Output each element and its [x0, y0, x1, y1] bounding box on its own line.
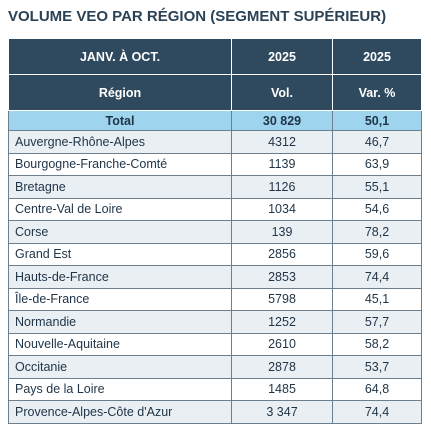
cell: Pays de la Loire	[8, 377, 232, 401]
data-row: Bourgogne-Franche-Comté 1139 63,9	[8, 152, 422, 176]
cell: Vol.	[231, 74, 333, 111]
data-row: Bretagne 1126 55,1	[8, 175, 422, 199]
data-row: Nouvelle-Aquitaine 2610 58,2	[8, 332, 422, 356]
cell: Auvergne-Rhône-Alpes	[8, 130, 232, 154]
cell: 53,7	[332, 355, 422, 379]
data-row: Auvergne-Rhône-Alpes 4312 46,7	[8, 130, 422, 154]
cell: Provence-Alpes-Côte d'Azur	[8, 400, 232, 424]
cell: 3 347	[231, 400, 333, 424]
data-row: Corse 139 78,2	[8, 220, 422, 244]
cell: 1034	[231, 197, 333, 221]
cell: Grand Est	[8, 242, 232, 266]
cell: 45,1	[332, 287, 422, 311]
cell: 30 829	[231, 110, 333, 131]
cell: 2025	[332, 38, 422, 75]
cell: 59,6	[332, 242, 422, 266]
cell: Bourgogne-Franche-Comté	[8, 152, 232, 176]
cell: Région	[8, 74, 232, 111]
cell: 2878	[231, 355, 333, 379]
cell: 46,7	[332, 130, 422, 154]
region-table: JANV. À OCT. 2025 2025 Région Vol. Var. % Tota…	[8, 38, 422, 424]
data-row: Centre-Val de Loire 1034 54,6	[8, 197, 422, 221]
title: VOLUME VEO PAR RÉGION (SEGMENT SUPÉRIEUR…	[8, 8, 387, 25]
cell: Nouvelle-Aquitaine	[8, 332, 232, 356]
header-row: JANV. À OCT. 2025 2025	[8, 38, 422, 75]
cell: 1485	[231, 377, 333, 401]
cell: 5798	[231, 287, 333, 311]
data-row: Pays de la Loire 1485 64,8	[8, 377, 422, 401]
data-row: Provence-Alpes-Côte d'Azur 3 347 74,4	[8, 400, 422, 424]
data-row: Occitanie 2878 53,7	[8, 355, 422, 379]
cell: Normandie	[8, 310, 232, 334]
cell: Total	[8, 110, 232, 131]
cell: 1252	[231, 310, 333, 334]
cell: 55,1	[332, 175, 422, 199]
cell: 74,4	[332, 400, 422, 424]
cell: Centre-Val de Loire	[8, 197, 232, 221]
cell: 2610	[231, 332, 333, 356]
cell: Occitanie	[8, 355, 232, 379]
data-row: Normandie 1252 57,7	[8, 310, 422, 334]
cell: 50,1	[332, 110, 422, 131]
cell: Corse	[8, 220, 232, 244]
cell: 54,6	[332, 197, 422, 221]
data-row: Grand Est 2856 59,6	[8, 242, 422, 266]
cell: 2853	[231, 265, 333, 289]
cell: 4312	[231, 130, 333, 154]
cell: Var. %	[332, 74, 422, 111]
cell: Bretagne	[8, 175, 232, 199]
cell: 78,2	[332, 220, 422, 244]
cell: 2856	[231, 242, 333, 266]
cell: 139	[231, 220, 333, 244]
data-row: Hauts-de-France 2853 74,4	[8, 265, 422, 289]
cell: 64,8	[332, 377, 422, 401]
header-row: Région Vol. Var. %	[8, 74, 422, 111]
cell: 74,4	[332, 265, 422, 289]
cell: 2025	[231, 38, 333, 75]
cell: JANV. À OCT.	[8, 38, 232, 75]
cell: 1139	[231, 152, 333, 176]
cell: 57,7	[332, 310, 422, 334]
cell: 58,2	[332, 332, 422, 356]
cell: 63,9	[332, 152, 422, 176]
cell: 1126	[231, 175, 333, 199]
data-row: Île-de-France 5798 45,1	[8, 287, 422, 311]
cell: Hauts-de-France	[8, 265, 232, 289]
cell: Île-de-France	[8, 287, 232, 311]
total-row: Total 30 829 50,1	[8, 110, 422, 131]
